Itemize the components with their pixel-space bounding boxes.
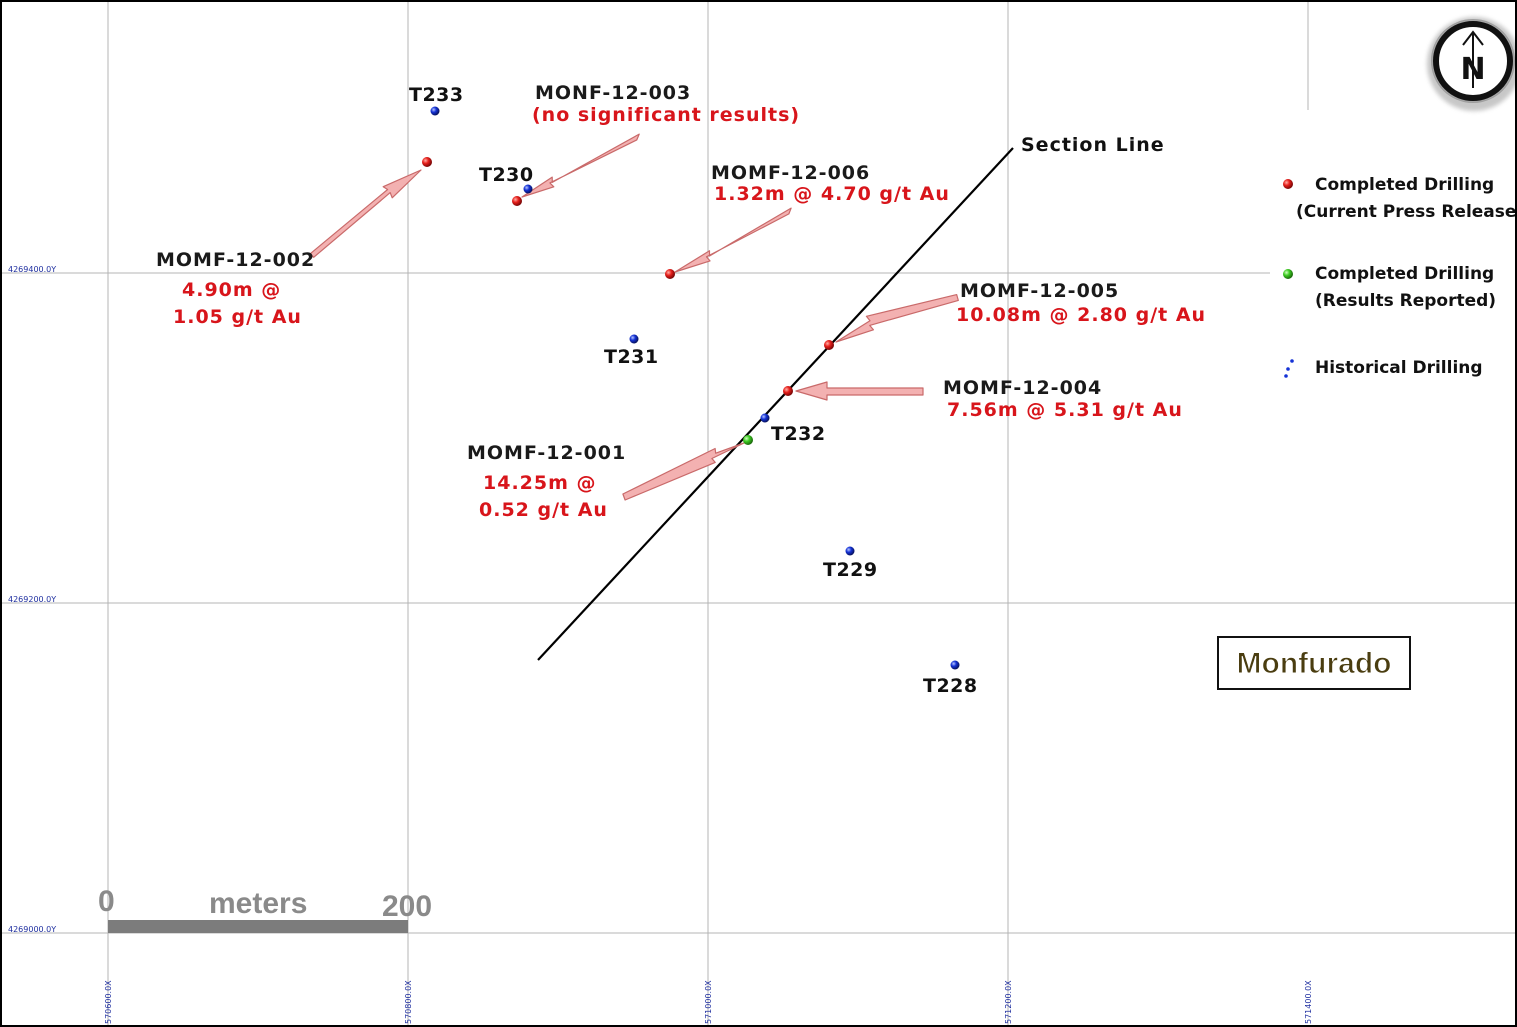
section-line [537,147,1014,661]
legend-item-1-line2: (Current Press Release) [1296,202,1515,222]
drillhole-momf-12-005[interactable] [824,340,834,350]
easting-label-3: 571000.0X [704,980,713,1024]
result-interval: 7.56m @ 5.31 g/t Au [947,399,1183,421]
scale-bar: 0 meters 200 [98,885,432,933]
result-hole-name: MONF-12-003 [535,82,691,104]
drillhole-t228[interactable] [950,660,960,670]
scale-units-label: meters [209,887,307,920]
drillhole-t231[interactable] [629,334,639,344]
arrow-momf-12-004 [795,381,924,401]
legend: Completed Drilling (Current Press Releas… [1270,114,1515,432]
drillhole-t233[interactable] [430,106,440,116]
drillhole-t229[interactable] [845,546,855,556]
drillhole-momf-12-004[interactable] [783,386,793,396]
result-interval: 14.25m @ [483,472,597,494]
result-interval: 10.08m @ 2.80 g/t Au [956,304,1206,326]
result-momf-12-002: MOMF-12-002 4.90m @ 1.05 g/t Au [156,249,315,328]
scale-end-label: 200 [382,890,432,923]
result-interval: 1.32m @ 4.70 g/t Au [714,183,950,205]
hole-label-t230: T230 [479,164,534,186]
arrow-momf-12-005 [835,294,959,343]
scale-bar-rect [108,920,408,933]
result-interval: (no significant results) [532,104,800,126]
arrow-momf-12-006 [674,207,792,273]
result-hole-name: MOMF-12-004 [943,377,1102,399]
northing-label-2: 4269200.0Y [8,595,56,604]
drillhole-momf-12-006[interactable] [665,269,675,279]
drillhole-t230[interactable] [523,184,533,194]
result-momf-12-001: MOMF-12-001 14.25m @ 0.52 g/t Au [467,442,626,521]
arrow-monf-12-003 [521,133,640,198]
result-grade: 1.05 g/t Au [173,306,302,328]
result-hole-name: MOMF-12-002 [156,249,315,271]
result-momf-12-005: MOMF-12-005 10.08m @ 2.80 g/t Au [956,280,1206,326]
map-title: Monfurado [1237,647,1392,680]
legend-green-dot-icon [1283,269,1293,279]
northing-label-3: 4269000.0Y [8,925,56,934]
drillhole-monf-12-003[interactable] [512,196,522,206]
north-letter: N [1460,52,1485,87]
section-line-label: Section Line [1021,134,1165,156]
north-arrow: N [1412,10,1515,114]
result-momf-12-006: MOMF-12-006 1.32m @ 4.70 g/t Au [711,162,950,205]
result-hole-name: MOMF-12-006 [711,162,870,184]
result-monf-12-003: MONF-12-003 (no significant results) [532,82,800,126]
hole-label-t228: T228 [923,675,978,697]
easting-label-4: 571200.0X [1004,980,1013,1024]
historical-drill-holes [430,106,960,670]
result-grade: 0.52 g/t Au [479,499,608,521]
pointer-arrows [309,133,959,501]
completed-drill-holes [422,157,834,445]
drillhole-momf-12-001[interactable] [743,435,753,445]
arrow-momf-12-001 [622,442,745,501]
hole-label-t233: T233 [409,84,464,106]
legend-item-2-line2: (Results Reported) [1315,291,1496,311]
drillhole-t232[interactable] [760,413,770,423]
hole-label-t231: T231 [604,346,659,368]
easting-label-2: 570800.0X [404,980,413,1024]
legend-blue-dots-icon [1284,359,1294,378]
legend-background [1270,114,1515,432]
easting-label-1: 570600.0X [104,980,113,1024]
legend-item-1-line1: Completed Drilling [1315,175,1494,195]
hole-label-t229: T229 [823,559,878,581]
title-border [1217,636,1411,690]
arrow-momf-12-002 [309,169,422,258]
result-hole-name: MOMF-12-005 [960,280,1119,302]
result-momf-12-004: MOMF-12-004 7.56m @ 5.31 g/t Au [943,377,1183,421]
hole-label-t232: T232 [771,423,826,445]
title-box: Monfurado [1217,636,1411,690]
north-arrow-head-icon [1462,30,1484,46]
result-interval: 4.90m @ [182,279,281,301]
result-hole-name: MOMF-12-001 [467,442,626,464]
northing-label-1: 4269400.0Y [8,265,56,274]
easting-label-5: 571400.0X [1304,980,1313,1024]
drillhole-momf-12-002[interactable] [422,157,432,167]
legend-item-2-line1: Completed Drilling [1315,264,1494,284]
legend-red-dot-icon [1283,179,1293,189]
scale-start-label: 0 [98,885,115,918]
legend-item-3-line1: Historical Drilling [1315,358,1483,378]
